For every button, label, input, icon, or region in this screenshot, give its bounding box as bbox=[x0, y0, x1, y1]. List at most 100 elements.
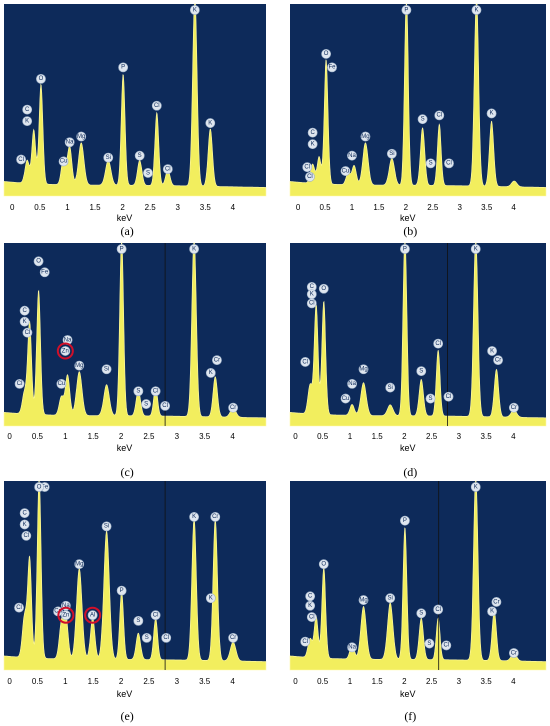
spectrum-panel-c: O Fe C K Cl Na Zn Cu Cl Mg Si P S Cl S Cl K Cr K Cr 0 0.5 1 1.5… bbox=[0, 240, 275, 485]
element-label: Cl bbox=[306, 298, 317, 309]
element-label-circle bbox=[358, 364, 369, 375]
spectrum-area bbox=[3, 3, 267, 197]
x-tick-label: 3 bbox=[458, 203, 463, 212]
element-label-text: Cl bbox=[309, 301, 315, 307]
x-tick-label: 3 bbox=[457, 677, 462, 686]
element-label-text: Mg bbox=[75, 561, 83, 567]
element-label: K bbox=[306, 289, 317, 300]
element-label-text: Cr bbox=[214, 357, 220, 363]
x-tick-label: 3.5 bbox=[199, 432, 211, 441]
element-label: Cr bbox=[508, 402, 519, 413]
element-label: S bbox=[416, 608, 427, 619]
element-label-circle bbox=[400, 515, 410, 526]
panel-label: (a) bbox=[120, 224, 133, 238]
element-label-text: K bbox=[23, 522, 27, 528]
element-label-text: Si bbox=[104, 367, 109, 373]
element-label: Mg bbox=[74, 360, 85, 371]
element-label-circle bbox=[508, 648, 519, 658]
element-label-text: S bbox=[429, 161, 433, 167]
element-label-text: K bbox=[25, 118, 29, 124]
element-label-text: O bbox=[324, 51, 329, 57]
element-label: S bbox=[424, 638, 435, 649]
element-label: Cl bbox=[151, 100, 162, 111]
element-label-circle bbox=[318, 283, 329, 294]
element-label-text: Na bbox=[348, 381, 356, 387]
element-label-text: S bbox=[136, 389, 140, 395]
x-tick-label: 2 bbox=[119, 432, 124, 441]
element-label-circle bbox=[118, 62, 129, 73]
x-tick-label: 0 bbox=[293, 432, 298, 441]
element-label-text: K bbox=[490, 348, 494, 354]
element-label: Cl bbox=[306, 612, 317, 622]
element-label-circle bbox=[101, 521, 112, 532]
element-label-text: Mg bbox=[361, 134, 369, 140]
element-label-text: Cl bbox=[307, 174, 313, 180]
element-label: Cl bbox=[160, 400, 171, 411]
element-label: Cl bbox=[433, 338, 444, 349]
element-label-circle bbox=[161, 632, 172, 643]
x-tick-label: 3 bbox=[457, 432, 462, 441]
element-label-text: Si bbox=[388, 595, 393, 601]
highlight-ring bbox=[84, 606, 102, 624]
x-tick-label: 3 bbox=[176, 203, 181, 212]
element-label: Cl bbox=[14, 379, 25, 389]
element-label-text: Cl bbox=[446, 394, 452, 400]
x-tick-label: 3.5 bbox=[199, 677, 211, 686]
element-label-circle bbox=[401, 5, 412, 15]
element-label-circle bbox=[300, 357, 311, 367]
element-label-text: O bbox=[37, 484, 42, 490]
element-label-circle bbox=[425, 158, 436, 169]
element-label-circle bbox=[307, 139, 318, 150]
element-label: Si bbox=[385, 593, 396, 604]
element-label: K bbox=[22, 116, 33, 127]
element-label: S bbox=[416, 366, 427, 377]
element-label: Cr bbox=[491, 597, 502, 607]
element-label-circle bbox=[141, 399, 152, 409]
element-label-circle bbox=[21, 530, 32, 541]
element-label-text: K bbox=[474, 7, 478, 13]
element-label-text: Cr bbox=[212, 514, 218, 520]
element-label: Cu bbox=[58, 156, 69, 167]
element-label: Na bbox=[347, 642, 357, 653]
element-label-text: Cr bbox=[493, 599, 499, 605]
element-label-circle bbox=[74, 360, 85, 371]
panel-label: (e) bbox=[120, 709, 133, 723]
element-label: Mg bbox=[76, 131, 87, 142]
element-label-text: S bbox=[138, 153, 142, 159]
x-tick-label: 4 bbox=[230, 677, 235, 686]
x-tick-label: 1.5 bbox=[88, 677, 100, 686]
element-label: Cl bbox=[14, 602, 24, 613]
element-label: S bbox=[141, 399, 152, 409]
element-label-circle bbox=[417, 114, 428, 125]
element-label-text: Cr bbox=[511, 405, 517, 411]
element-label-text: Na bbox=[348, 645, 356, 651]
element-label: K bbox=[307, 139, 318, 150]
element-label-text: Cl bbox=[17, 381, 23, 387]
element-label-text: Cl bbox=[446, 161, 452, 167]
element-label-text: Cl bbox=[162, 403, 168, 409]
element-label-circle bbox=[143, 168, 153, 178]
element-label: C bbox=[19, 305, 30, 316]
plot-background bbox=[290, 243, 546, 426]
element-label-circle bbox=[56, 379, 67, 389]
element-label-text: Cl bbox=[436, 113, 442, 119]
element-label-circle bbox=[487, 346, 497, 356]
element-label-circle bbox=[133, 386, 144, 397]
element-label-circle bbox=[486, 108, 497, 119]
element-label: Cr bbox=[212, 355, 222, 366]
element-label-circle bbox=[205, 368, 216, 378]
element-label-text: S bbox=[429, 396, 433, 402]
element-label-circle bbox=[305, 600, 316, 611]
element-label: K bbox=[205, 368, 216, 378]
element-label-text: C bbox=[308, 594, 313, 600]
element-label-circle bbox=[116, 244, 127, 254]
element-label-circle bbox=[14, 379, 25, 389]
x-tick-label: 0 bbox=[7, 432, 12, 441]
x-axis-label: keV bbox=[400, 443, 416, 453]
element-label-circle bbox=[212, 355, 222, 366]
element-label-circle bbox=[340, 166, 351, 176]
element-label-circle bbox=[205, 593, 216, 604]
element-label-circle bbox=[386, 148, 397, 159]
element-label-text: Si bbox=[106, 155, 111, 161]
